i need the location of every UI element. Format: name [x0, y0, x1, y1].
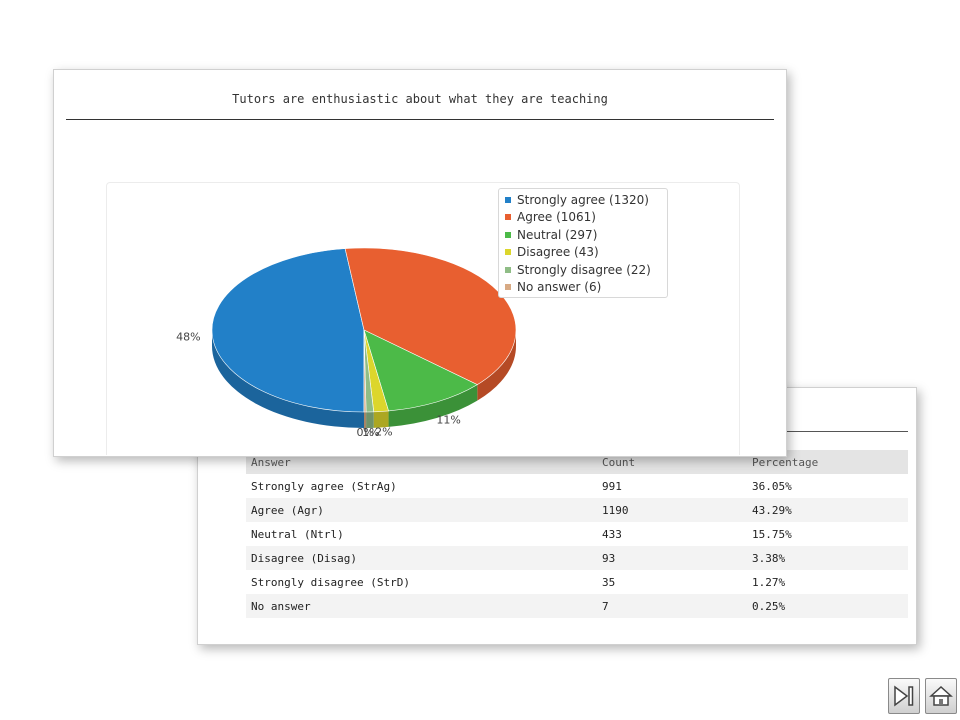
legend-label: Strongly disagree (22)	[517, 262, 651, 277]
table-row: Strongly disagree (StrD) 35 1.27%	[246, 570, 908, 594]
pie-slice-side	[388, 384, 478, 427]
plot-area	[106, 182, 740, 455]
percent-label: 1%	[362, 426, 379, 439]
pie-slice-side	[364, 411, 367, 428]
table-row: Neutral (Ntrl) 433 15.75%	[246, 522, 908, 546]
results-table: Answer Count Percentage Strongly agree (…	[246, 450, 908, 618]
legend-swatch	[505, 266, 511, 273]
pie-chart-panel: Tutors are enthusiastic about what they …	[53, 69, 787, 457]
percent-label: 48%	[176, 330, 200, 343]
count-cell: 433	[602, 527, 622, 541]
pie-slice	[363, 329, 367, 413]
chart-legend: Strongly agree (1320) Agree (1061) Neutral…	[498, 188, 668, 298]
answer-cell: Strongly agree (StrAg)	[251, 479, 397, 493]
count-cell: 1190	[597, 498, 747, 522]
answer-cell: Strongly disagree (StrD)	[251, 575, 410, 589]
table-row: Strongly agree (StrAg) 991 36.05%	[246, 474, 908, 498]
legend-item: Agree (1061)	[505, 209, 661, 227]
legend-swatch	[505, 214, 511, 221]
legend-item: No answer (6)	[505, 279, 661, 297]
table-header-row: Answer Count Percentage	[246, 450, 908, 474]
percent-label: 2%	[375, 425, 392, 438]
column-header-count: Count	[597, 450, 747, 474]
pie-slice	[363, 329, 478, 412]
percentage-cell: 43.29%	[747, 498, 908, 522]
percentage-cell: 36.05%	[752, 479, 792, 493]
legend-swatch	[505, 231, 511, 238]
legend-item: Disagree (43)	[505, 244, 661, 262]
legend-item: Strongly agree (1320)	[505, 191, 661, 209]
pie-chart: 48%39%11%2%1%0%	[176, 247, 532, 439]
next-slide-button[interactable]	[888, 678, 920, 714]
title-divider	[66, 119, 774, 120]
percent-label: 11%	[436, 413, 460, 426]
legend-swatch	[505, 284, 511, 291]
answer-cell: Agree (Agr)	[246, 498, 597, 522]
percentage-cell: 15.75%	[752, 527, 792, 541]
answer-cell: Disagree (Disag)	[246, 546, 597, 570]
legend-label: No answer (6)	[517, 280, 602, 295]
column-header-percentage: Percentage	[747, 450, 908, 474]
legend-swatch	[505, 196, 511, 203]
pie-slice-side	[366, 411, 374, 428]
count-cell: 991	[602, 479, 622, 493]
count-cell: 35	[602, 575, 616, 589]
legend-item: Strongly disagree (22)	[505, 261, 661, 279]
count-cell: 93	[597, 546, 747, 570]
legend-label: Neutral (297)	[517, 227, 598, 242]
percent-label: 0%	[356, 426, 373, 439]
legend-swatch	[505, 249, 511, 256]
chart-title: Tutors are enthusiastic about what they …	[232, 92, 608, 106]
percentage-cell: 3.38%	[747, 546, 908, 570]
home-icon	[929, 685, 953, 706]
home-button[interactable]	[925, 678, 957, 714]
pie-slice-side	[373, 410, 389, 428]
percentage-cell: 1.27%	[752, 575, 786, 589]
answer-cell: Neutral (Ntrl)	[251, 527, 344, 541]
table-row: Disagree (Disag) 93 3.38%	[246, 546, 908, 570]
skip-next-icon	[894, 685, 914, 707]
pie-slice	[211, 248, 365, 413]
count-cell: 7	[597, 594, 747, 618]
legend-label: Disagree (43)	[517, 245, 599, 260]
pie-slice-side	[212, 330, 364, 428]
legend-label: Strongly agree (1320)	[517, 192, 649, 207]
percentage-cell: 0.25%	[747, 594, 908, 618]
legend-label: Agree (1061)	[517, 210, 596, 225]
pie-slice-side	[477, 330, 516, 401]
table-row: No answer 7 0.25%	[246, 594, 908, 618]
answer-cell: No answer	[246, 594, 597, 618]
table-row: Agree (Agr) 1190 43.29%	[246, 498, 908, 522]
legend-item: Neutral (297)	[505, 226, 661, 244]
